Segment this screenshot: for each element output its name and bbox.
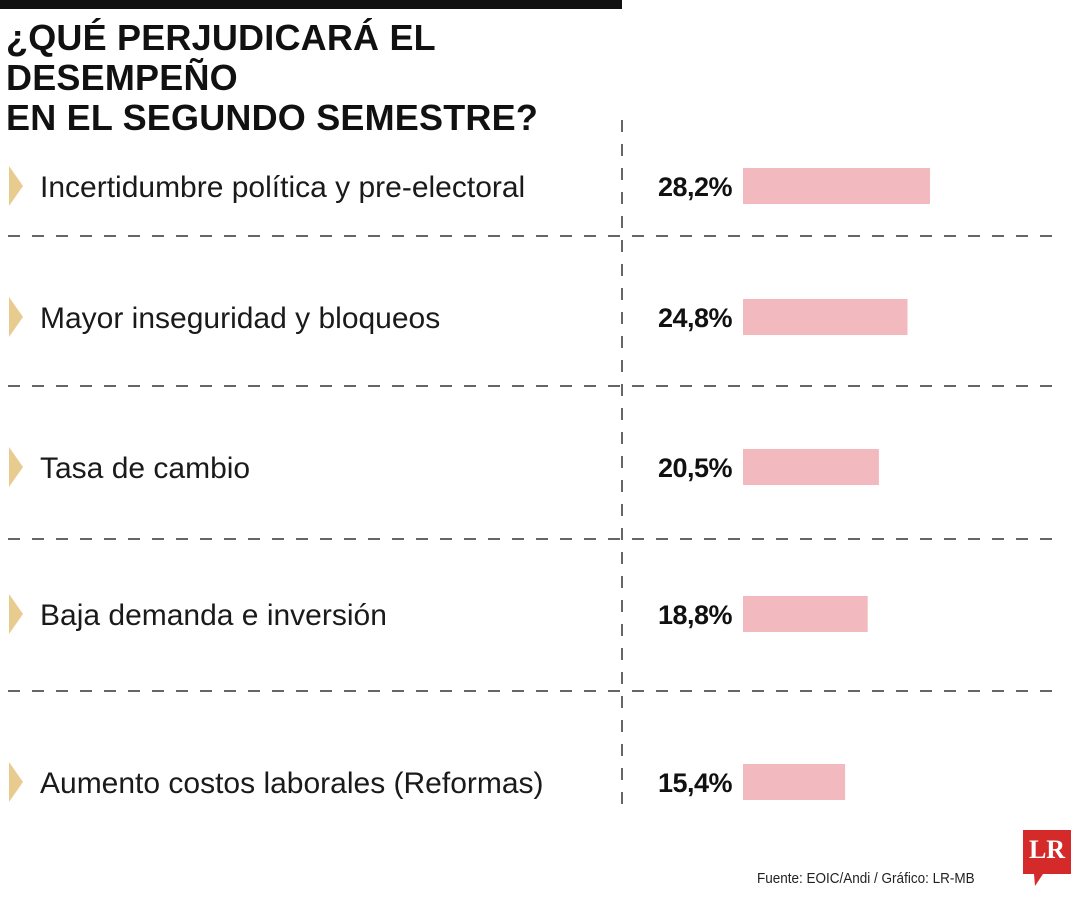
bullet-chevron-icon xyxy=(9,166,23,206)
value-label: 15,4% xyxy=(658,768,733,798)
title-line-2: EN EL SEGUNDO SEMESTRE? xyxy=(6,97,539,138)
chart-title: ¿QUÉ PERJUDICARÁ EL DESEMPEÑO EN EL SEGU… xyxy=(6,18,646,138)
bar-5 xyxy=(743,764,846,800)
value-label: 18,8% xyxy=(658,600,733,630)
title-line-1: ¿QUÉ PERJUDICARÁ EL DESEMPEÑO xyxy=(6,17,436,98)
bar-2 xyxy=(743,299,908,335)
value-label: 20,5% xyxy=(658,453,733,483)
value-label: 24,8% xyxy=(658,303,733,333)
bar-4 xyxy=(743,596,868,632)
category-label: Incertidumbre política y pre-electoral xyxy=(40,171,525,204)
bullet-chevron-icon xyxy=(9,762,23,802)
logo-badge-shape xyxy=(1023,830,1071,886)
bullet-chevron-icon xyxy=(9,447,23,487)
category-label: Baja demanda e inversión xyxy=(40,599,387,632)
value-label: 28,2% xyxy=(658,172,733,202)
category-label: Mayor inseguridad y bloqueos xyxy=(40,302,440,335)
title-top-rule xyxy=(0,0,622,9)
logo-text: LR xyxy=(1028,835,1066,864)
category-label: Tasa de cambio xyxy=(40,452,250,485)
bullet-chevron-icon xyxy=(9,594,23,634)
bar-3 xyxy=(743,449,879,485)
lr-logo: LR xyxy=(1023,830,1071,888)
source-note: Fuente: EOIC/Andi / Gráfico: LR-MB xyxy=(757,870,975,887)
bullet-chevron-icon xyxy=(9,297,23,337)
category-label: Aumento costos laborales (Reformas) xyxy=(40,767,544,800)
bar-1 xyxy=(743,168,930,204)
